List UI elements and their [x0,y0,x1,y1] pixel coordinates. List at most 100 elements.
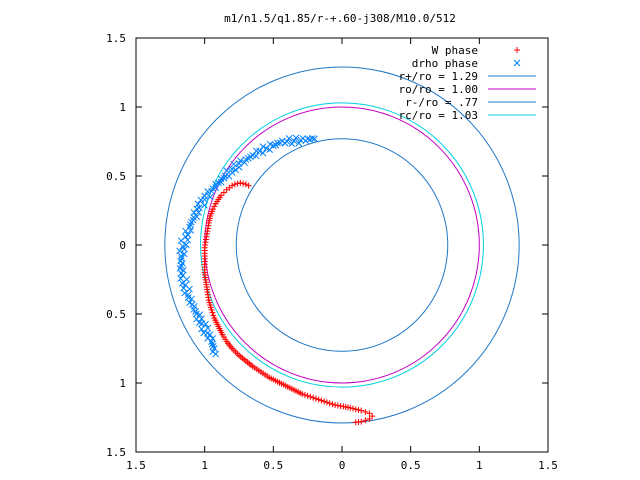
point-0-40-2 [312,395,319,402]
point-1-30-1 [206,331,214,338]
point-0-39-1 [301,391,308,398]
point-1-21-2 [176,247,183,255]
point-1-10-1 [241,159,248,166]
point-1-26-1 [184,294,192,301]
point-1-16-1 [197,196,205,204]
point-0-25 [208,306,215,313]
y-tick-label: 1.5 [106,32,126,45]
point-0-52 [362,417,369,424]
point-1-5-2 [272,141,280,149]
circle-series-3 [204,106,480,384]
point-1-28-2 [193,315,200,323]
point-1-19-2 [182,227,189,235]
y-tick-label: 0.5 [106,170,126,183]
point-1-2 [297,136,305,144]
point-1-16-3 [194,200,202,208]
point-1-31-2 [209,342,217,350]
legend-marker [514,47,520,53]
point-1-5 [276,139,284,147]
point-0-40 [307,393,314,400]
x-tick-label: 0 [339,459,346,472]
y-tick-label: 1 [119,101,126,114]
x-tick-label: 0.5 [263,459,283,472]
point-1-20-3 [182,241,190,249]
point-0-49 [366,410,373,417]
point-1-29-1 [202,320,209,328]
point-0-1 [242,181,249,188]
legend-label: rc/ro = 1.03 [399,109,478,122]
point-1-33 [212,350,220,358]
point-1-31 [208,338,215,345]
point-1-20-1 [184,236,191,244]
point-0-45 [347,404,354,411]
legend-label: W phase [432,44,478,57]
circle-series-2 [164,66,520,424]
point-1-7-2 [259,149,267,157]
y-tick-label: 1.5 [106,446,126,459]
x-tick-label: 1.5 [126,459,146,472]
legend-label: ro/ro = 1.00 [399,83,478,96]
point-0-41-2 [321,398,328,405]
point-0-12-1 [211,203,218,210]
point-1-15-1 [204,188,212,195]
point-1-20-2 [177,237,185,245]
legend-label: r+/ro = 1.29 [399,70,478,83]
point-1-16-2 [201,201,208,209]
point-0-2 [240,180,247,187]
point-0-46 [352,406,359,413]
x-tick-label: 1 [476,459,483,472]
point-1-29-3 [204,324,212,332]
point-0-5 [231,181,238,188]
point-0-45-1 [349,405,356,412]
point-layer [176,134,376,426]
point-0-42-2 [329,401,336,408]
point-1-3 [290,137,298,145]
y-tick-label: 0 [119,239,126,252]
legend-marker [513,59,521,67]
point-1-7 [263,145,270,152]
x-tick-label: 1.5 [538,459,558,472]
point-0-47 [358,407,365,414]
point-1-24-1 [177,275,184,282]
point-1-0-2 [306,136,314,143]
circle-series-4 [235,138,449,352]
x-tick-label: 0.5 [401,459,421,472]
point-1-21-3 [180,250,188,258]
circle-series-5 [200,102,484,388]
point-0-25-2 [210,312,217,319]
point-0-40-1 [310,394,317,401]
point-1-15-2 [206,193,214,201]
point-0-41-1 [318,397,325,404]
point-0-42 [323,399,330,406]
y-tick-label: 1 [119,377,126,390]
point-0-9 [220,189,227,196]
point-1-25-3 [181,289,189,297]
point-0-25-1 [209,309,216,316]
point-1-31-1 [208,340,216,348]
y-tick-label: 0.5 [106,308,126,321]
point-1-7-1 [259,143,267,150]
point-1-11-1 [235,163,243,171]
point-0-54 [352,419,359,426]
tick-layer: 1.5 1 0.5 0 0.5 1 1.51.510.500.511.5 [106,32,558,472]
legend-label: r-/ro = .77 [405,96,478,109]
point-1-12-2 [223,167,231,175]
point-1-8-1 [252,147,260,155]
point-1-28-1 [196,311,204,318]
point-1-25-2 [186,285,193,293]
point-0-0 [245,182,252,189]
point-1-18 [190,214,198,221]
point-0-12 [212,200,219,207]
point-1-29-2 [198,325,205,333]
point-1-2-1 [295,139,303,147]
point-0-51 [366,415,373,422]
point-0-42-1 [326,400,333,407]
point-0-4 [234,180,241,187]
point-0-46-1 [355,406,362,413]
point-0-8 [223,186,230,193]
chart-title: m1/n1.5/q1.85/r-+.60-j308/M10.0/512 [224,12,456,25]
point-1-17-1 [193,205,201,213]
point-1-21-1 [181,245,188,253]
